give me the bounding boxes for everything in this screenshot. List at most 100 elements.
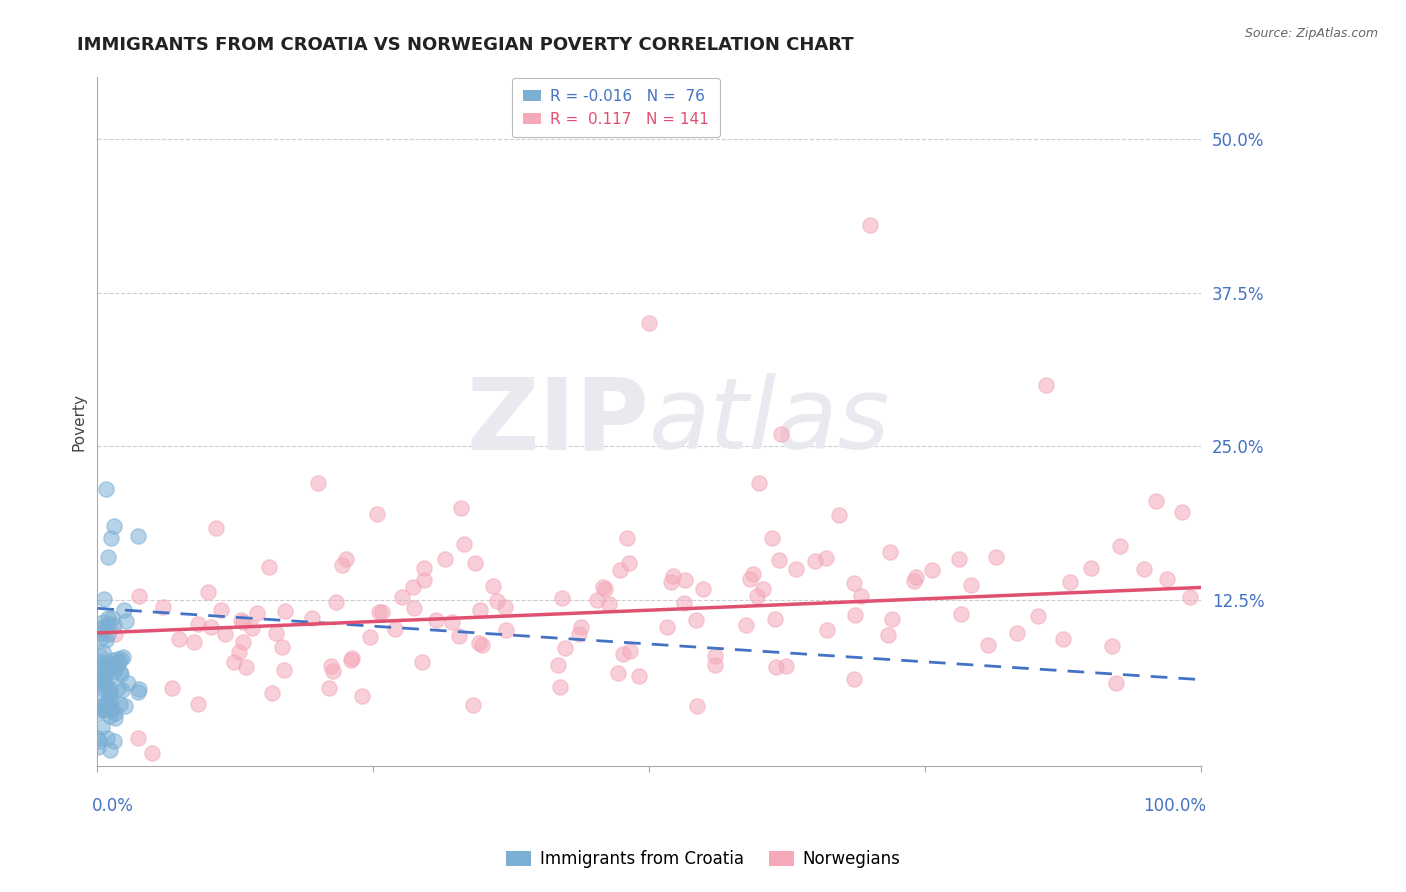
Point xyxy=(235,659,257,673)
Point xyxy=(814,551,837,566)
Point xyxy=(1156,572,1178,586)
Point xyxy=(673,573,696,587)
Point xyxy=(112,603,135,617)
Point xyxy=(152,599,174,614)
Point xyxy=(768,553,790,567)
Point xyxy=(592,581,614,595)
Point xyxy=(91,645,114,659)
Point xyxy=(100,693,122,707)
Point xyxy=(98,686,121,700)
Point xyxy=(495,623,517,637)
Point xyxy=(209,603,232,617)
Point xyxy=(551,591,574,606)
Point xyxy=(89,670,111,684)
Point xyxy=(352,690,374,704)
Point xyxy=(108,656,131,670)
Point xyxy=(1026,608,1049,623)
Point xyxy=(554,640,576,655)
Point xyxy=(568,626,591,640)
Point xyxy=(97,549,120,564)
Point xyxy=(612,648,634,662)
Point xyxy=(96,696,118,710)
Point xyxy=(672,596,695,610)
Point xyxy=(332,558,354,572)
Point xyxy=(87,700,110,714)
Point xyxy=(110,666,132,681)
Point xyxy=(103,665,125,679)
Point xyxy=(412,573,434,587)
Point xyxy=(464,556,486,570)
Point xyxy=(763,612,786,626)
Point xyxy=(342,651,364,665)
Point xyxy=(849,589,872,603)
Point xyxy=(662,569,685,583)
Point xyxy=(183,634,205,648)
Point xyxy=(108,665,131,679)
Point xyxy=(447,629,470,643)
Point xyxy=(222,655,245,669)
Point xyxy=(104,661,127,675)
Point xyxy=(842,672,865,686)
Point xyxy=(273,663,295,677)
Point xyxy=(101,611,124,625)
Point xyxy=(97,659,120,673)
Point xyxy=(463,698,485,712)
Point xyxy=(1133,562,1156,576)
Point xyxy=(359,630,381,644)
Point xyxy=(100,702,122,716)
Point xyxy=(127,731,149,745)
Point xyxy=(804,554,827,568)
Point xyxy=(815,623,838,637)
Point xyxy=(98,742,121,756)
Point xyxy=(100,660,122,674)
Point xyxy=(685,614,707,628)
Point xyxy=(90,685,112,699)
Point xyxy=(740,572,762,586)
Point xyxy=(96,674,118,689)
Point xyxy=(98,709,121,723)
Text: IMMIGRANTS FROM CROATIA VS NORWEGIAN POVERTY CORRELATION CHART: IMMIGRANTS FROM CROATIA VS NORWEGIAN POV… xyxy=(77,36,853,54)
Point xyxy=(1059,575,1081,590)
Point xyxy=(103,734,125,748)
Point xyxy=(197,585,219,599)
Point xyxy=(90,625,112,640)
Point xyxy=(619,556,641,570)
Point xyxy=(96,731,118,745)
Point xyxy=(98,616,121,631)
Point xyxy=(128,681,150,696)
Point xyxy=(950,607,973,622)
Point xyxy=(98,695,121,709)
Point xyxy=(1035,377,1057,392)
Point xyxy=(879,545,901,559)
Point xyxy=(91,620,114,634)
Point xyxy=(89,734,111,748)
Point xyxy=(93,678,115,692)
Point xyxy=(87,740,110,755)
Point xyxy=(745,589,768,603)
Point xyxy=(101,703,124,717)
Point xyxy=(110,652,132,666)
Point xyxy=(765,660,787,674)
Point xyxy=(104,711,127,725)
Point xyxy=(111,682,134,697)
Point xyxy=(984,549,1007,564)
Point xyxy=(1171,505,1194,519)
Point xyxy=(100,531,122,545)
Point xyxy=(322,664,344,678)
Point xyxy=(91,661,114,675)
Point xyxy=(89,705,111,719)
Point xyxy=(259,559,281,574)
Point xyxy=(114,614,136,628)
Point xyxy=(228,645,250,659)
Point xyxy=(366,507,388,521)
Point xyxy=(232,615,254,629)
Point xyxy=(1108,539,1130,553)
Point xyxy=(1080,561,1102,575)
Point xyxy=(93,698,115,712)
Point xyxy=(162,681,184,695)
Point xyxy=(271,640,294,654)
Point xyxy=(569,620,592,634)
Point xyxy=(704,658,727,673)
Point xyxy=(384,622,406,636)
Point xyxy=(371,605,394,619)
